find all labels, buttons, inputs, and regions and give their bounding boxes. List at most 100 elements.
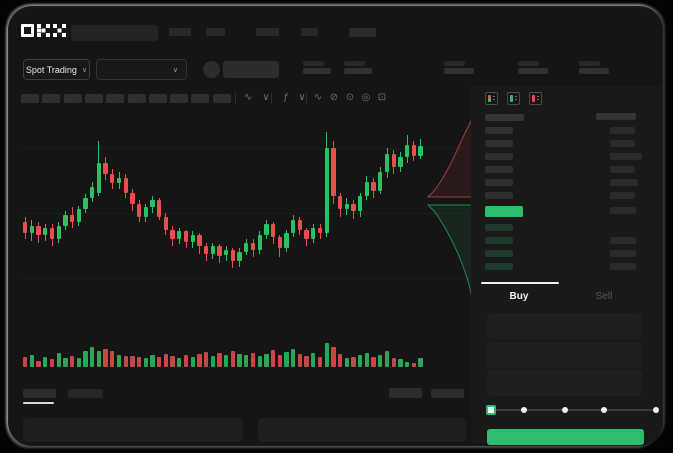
nav-item-placeholder[interactable]	[301, 28, 318, 36]
bottom-tab-active-placeholder[interactable]	[23, 389, 56, 398]
chart-type-icon[interactable]: ∿	[243, 92, 253, 103]
volume-bar	[103, 349, 108, 367]
nav-item-placeholder[interactable]	[256, 28, 279, 36]
ask-amount-bar	[610, 192, 635, 199]
coin-avatar[interactable]	[203, 61, 220, 78]
fullscreen-icon[interactable]: ⊡	[377, 92, 387, 103]
settings-icon[interactable]: ◎	[361, 92, 371, 103]
ask-price-bar[interactable]	[485, 153, 513, 160]
candle-body	[351, 203, 356, 212]
indicator-icon[interactable]: ƒ	[283, 92, 289, 103]
okx-logo[interactable]	[21, 24, 66, 37]
percent-slider-handle[interactable]	[486, 405, 496, 415]
volume-bar	[130, 356, 135, 367]
timeframe-button[interactable]	[42, 94, 61, 103]
ask-price-bar[interactable]	[485, 140, 513, 147]
volume-bar	[244, 355, 249, 367]
slider-stop-100[interactable]	[653, 407, 659, 413]
bid-amount-bar	[610, 250, 636, 257]
candle-body	[150, 200, 155, 208]
slider-stop-25[interactable]	[521, 407, 527, 413]
tab-buy[interactable]: Buy	[477, 286, 561, 306]
percent-slider-track[interactable]	[491, 409, 656, 411]
candle-body	[331, 148, 336, 197]
bottom-action-placeholder[interactable]	[389, 388, 422, 398]
slider-stop-75[interactable]	[601, 407, 607, 413]
stat-label-placeholder	[344, 61, 365, 66]
volume-bar	[291, 349, 296, 367]
volume-bar	[96, 351, 102, 367]
buy-submit-button[interactable]	[487, 429, 644, 445]
timeframe-button[interactable]	[21, 94, 39, 103]
volume-bar	[371, 357, 376, 367]
timeframe-button[interactable]	[191, 94, 210, 103]
timeframe-button[interactable]	[84, 94, 103, 103]
candle-body	[210, 246, 215, 254]
volume-bar	[284, 352, 289, 367]
timeframe-button[interactable]	[127, 94, 146, 103]
volume-bar	[190, 357, 195, 367]
candle-body	[358, 196, 363, 212]
timeframe-button[interactable]	[212, 94, 231, 103]
volume-bar	[237, 354, 242, 367]
sell-tab-label: Sell	[595, 290, 613, 302]
candle-body	[217, 246, 222, 256]
ask-price-bar[interactable]	[485, 179, 513, 186]
volume-bar	[404, 362, 410, 367]
candle-body	[110, 174, 115, 184]
ask-amount-bar	[610, 153, 642, 160]
ask-amount-bar	[610, 140, 635, 147]
timeframe-button[interactable]	[148, 94, 167, 103]
ask-price-bar[interactable]	[485, 166, 513, 173]
last-price-amount-bar	[610, 207, 636, 214]
nav-item-placeholder[interactable]	[169, 28, 191, 36]
gridline	[21, 278, 469, 279]
candle-body	[63, 214, 68, 226]
nav-item-placeholder[interactable]	[206, 28, 225, 36]
bid-price-bar[interactable]	[485, 237, 513, 244]
candle-body	[177, 231, 182, 239]
bottom-action-placeholder[interactable]	[431, 389, 464, 398]
candle-body	[103, 163, 108, 175]
candle-body	[157, 200, 162, 217]
volume-bar	[56, 353, 61, 367]
last-price-bar[interactable]	[485, 206, 523, 217]
bid-price-bar[interactable]	[485, 224, 513, 231]
bid-price-bar[interactable]	[485, 250, 513, 257]
pair-select-dropdown[interactable]: ∨	[96, 59, 187, 80]
ask-price-bar[interactable]	[485, 127, 513, 134]
timeframe-button[interactable]	[170, 94, 189, 103]
ask-amount-bar	[610, 179, 638, 186]
market-type-button[interactable]: Spot Trading ∨	[23, 59, 90, 80]
toolbar-divider	[235, 92, 236, 104]
amount-input[interactable]	[487, 342, 642, 368]
price-input[interactable]	[487, 313, 642, 339]
chart-type-chevron[interactable]: ∨	[262, 92, 270, 103]
snapshot-icon[interactable]: ⊙	[345, 92, 355, 103]
ask-amount-bar	[610, 127, 635, 134]
nav-item-placeholder[interactable]	[349, 28, 376, 37]
volume-bar	[210, 356, 215, 367]
bottom-tab-placeholder[interactable]	[68, 389, 103, 398]
ask-price-bar[interactable]	[485, 192, 513, 199]
timeframe-button[interactable]	[63, 94, 82, 103]
orderbook-view-asks-icon[interactable]	[529, 92, 542, 105]
tab-sell[interactable]: Sell	[561, 286, 647, 306]
stat-label-placeholder	[303, 61, 324, 66]
volume-bar	[324, 343, 329, 367]
compare-icon[interactable]: ⊘	[329, 92, 339, 103]
orderbook-view-bids-icon[interactable]	[507, 92, 520, 105]
orderbook-view-combined-icon[interactable]	[485, 92, 498, 105]
volume-bar	[418, 358, 423, 367]
indicator-chevron[interactable]: ∨	[298, 92, 306, 103]
bid-price-bar[interactable]	[485, 263, 513, 270]
volume-bar	[250, 353, 256, 367]
timeframe-button[interactable]	[106, 94, 125, 103]
candle-body	[29, 225, 35, 234]
total-input[interactable]	[487, 370, 642, 396]
candle-body	[23, 222, 28, 234]
candle-body	[411, 144, 416, 156]
slider-stop-50[interactable]	[562, 407, 568, 413]
volume-bar	[230, 351, 236, 367]
overlay-wave-icon[interactable]: ∿	[313, 92, 323, 103]
